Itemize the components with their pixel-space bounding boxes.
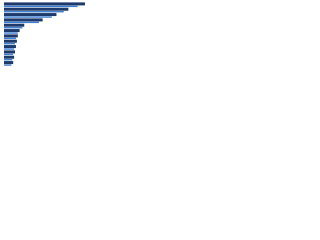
bar (4, 50, 16, 54)
bar (4, 11, 64, 13)
bar (4, 64, 12, 66)
bar (4, 39, 17, 43)
bar (4, 37, 16, 40)
bar (4, 7, 69, 11)
bar (4, 16, 52, 18)
bar (4, 55, 15, 59)
bar (4, 34, 18, 38)
bar (4, 23, 25, 27)
bar (4, 5, 78, 8)
bar (4, 29, 20, 33)
page: {"chart_data": {"type": "bar", "orientat… (0, 0, 100, 71)
bar (4, 59, 13, 61)
bar (4, 18, 43, 22)
bar (4, 48, 15, 50)
bar (4, 32, 18, 34)
bar (4, 45, 16, 49)
bar (4, 2, 85, 6)
bar (4, 43, 16, 45)
bar (4, 53, 14, 56)
chart (4, 2, 85, 66)
bar (4, 27, 23, 29)
bar (4, 13, 57, 17)
bar (4, 61, 14, 65)
bar (4, 21, 39, 24)
